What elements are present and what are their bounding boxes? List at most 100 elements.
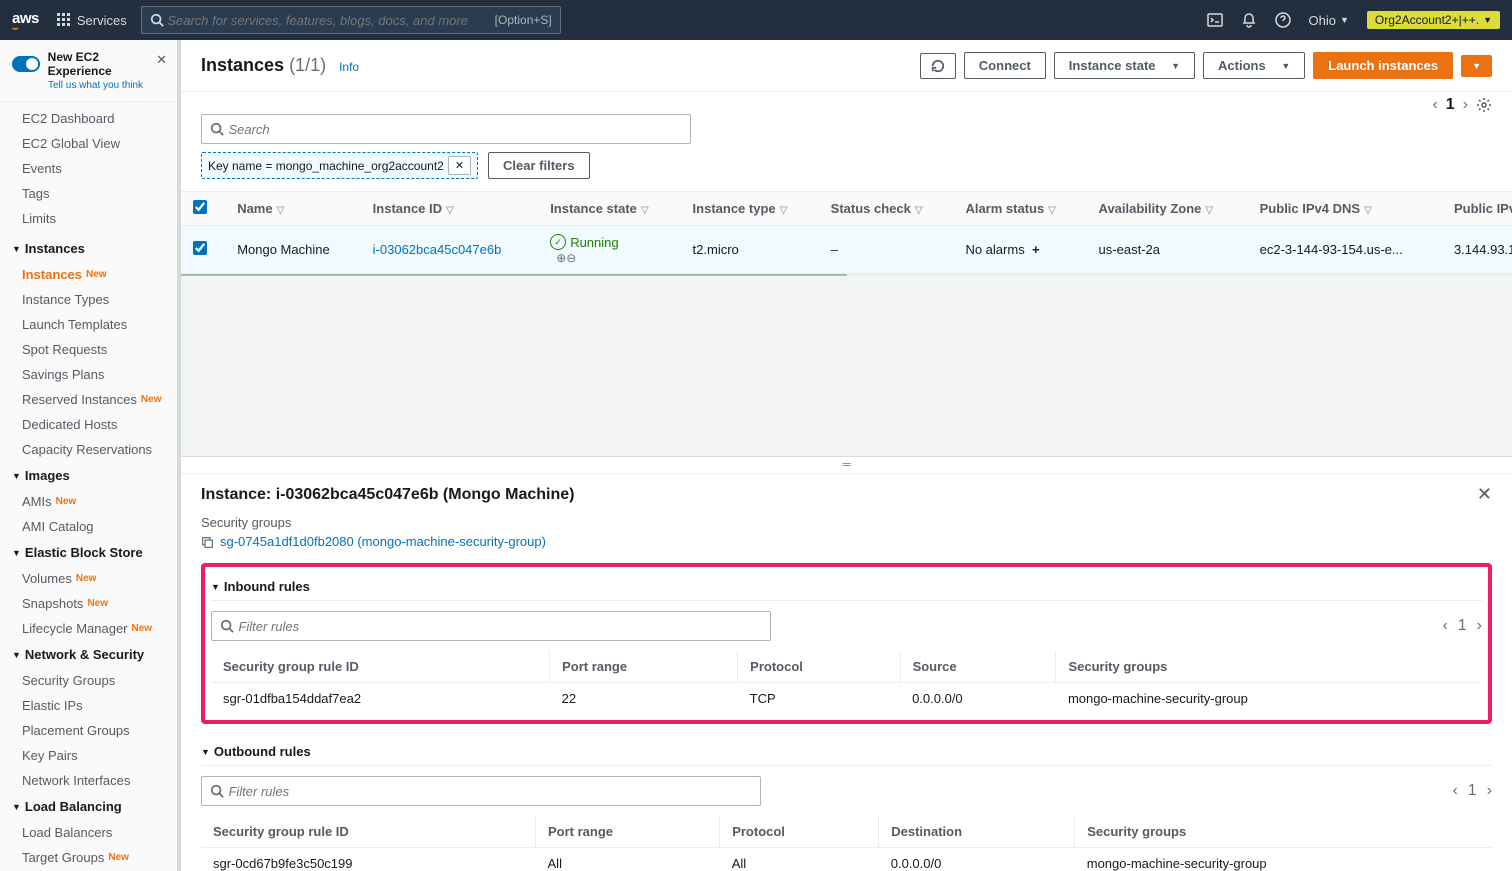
global-search-input[interactable] — [167, 13, 494, 28]
select-all-checkbox[interactable] — [193, 200, 207, 214]
sidebar-item[interactable]: Instances New — [0, 262, 177, 287]
inbound-rules-section: ▼Inbound rules ‹ 1 › Security — [201, 563, 1492, 724]
sidebar-item[interactable]: AMIs New — [0, 489, 177, 514]
cloudshell-icon[interactable] — [1207, 12, 1223, 29]
sidebar-item[interactable]: AMI Catalog — [0, 514, 177, 539]
sidebar-item[interactable]: Savings Plans — [0, 362, 177, 387]
instance-id-link[interactable]: i-03062bca45c047e6b — [373, 242, 502, 257]
gear-icon[interactable] — [1476, 96, 1492, 114]
column-header[interactable]: Public IPv4 ...▽ — [1442, 192, 1512, 226]
experience-toggle[interactable] — [12, 56, 40, 72]
sidebar-item[interactable]: Network Interfaces — [0, 768, 177, 793]
sidebar-item[interactable]: Placement Groups — [0, 718, 177, 743]
column-header[interactable]: Availability Zone▽ — [1087, 192, 1248, 226]
column-header[interactable]: Security group rule ID — [211, 651, 550, 683]
instance-search[interactable] — [201, 114, 691, 144]
filter-chip: Key name = mongo_machine_org2account2 ✕ — [201, 152, 478, 179]
column-header[interactable]: Destination — [879, 816, 1075, 848]
sidebar-item[interactable]: Snapshots New — [0, 591, 177, 616]
outbound-filter[interactable] — [201, 776, 761, 806]
sidebar-heading[interactable]: ▼Images — [0, 462, 177, 489]
sidebar-item[interactable]: Reserved Instances New — [0, 387, 177, 412]
sidebar-item[interactable]: Key Pairs — [0, 743, 177, 768]
sidebar-heading[interactable]: ▼Instances — [0, 235, 177, 262]
column-header[interactable]: Port range — [536, 816, 720, 848]
account-selector[interactable]: Org2Account2+|++.▼ — [1367, 11, 1500, 29]
inbound-filter-input[interactable] — [238, 619, 762, 634]
region-selector[interactable]: Ohio ▼ — [1309, 13, 1349, 28]
connect-button[interactable]: Connect — [964, 52, 1046, 79]
remove-chip-button[interactable]: ✕ — [448, 156, 471, 175]
sidebar-heading[interactable]: ▼Load Balancing — [0, 793, 177, 820]
close-icon[interactable]: ✕ — [156, 52, 167, 68]
sidebar-item[interactable]: Events — [0, 156, 177, 181]
sidebar-item[interactable]: Launch Templates — [0, 312, 177, 337]
pager-prev[interactable]: ‹ — [1442, 617, 1447, 635]
column-header[interactable]: Alarm status▽ — [953, 192, 1086, 226]
sidebar-item[interactable]: Tags — [0, 181, 177, 206]
outbound-filter-input[interactable] — [228, 784, 752, 799]
refresh-button[interactable] — [920, 53, 956, 79]
bell-icon[interactable] — [1241, 12, 1257, 29]
services-menu[interactable]: Services — [57, 13, 127, 28]
column-header[interactable]: Instance state▽ — [538, 192, 680, 226]
sidebar-item[interactable]: Instance Types — [0, 287, 177, 312]
column-header[interactable]: Instance type▽ — [681, 192, 819, 226]
column-header[interactable]: Public IPv4 DNS▽ — [1248, 192, 1442, 226]
pager-next[interactable]: › — [1487, 782, 1492, 800]
copy-icon[interactable] — [201, 534, 214, 549]
sidebar-item[interactable]: Target Groups New — [0, 845, 177, 870]
launch-instances-button[interactable]: Launch instances — [1313, 52, 1453, 79]
column-header[interactable]: Name▽ — [225, 192, 360, 226]
global-search[interactable]: [Option+S] — [141, 6, 561, 34]
actions-button[interactable]: Actions ▼ — [1203, 52, 1305, 79]
state-actions-icon[interactable]: ⊕⊖ — [556, 251, 576, 265]
pager-prev[interactable]: ‹ — [1432, 96, 1437, 114]
column-header[interactable]: Instance ID▽ — [361, 192, 539, 226]
sidebar-item[interactable]: Limits — [0, 206, 177, 231]
detail-title: Instance: i-03062bca45c047e6b (Mongo Mac… — [201, 486, 574, 504]
sidebar-item[interactable]: Security Groups — [0, 668, 177, 693]
pager-prev[interactable]: ‹ — [1452, 782, 1457, 800]
sidebar-item[interactable]: EC2 Dashboard — [0, 106, 177, 131]
column-header[interactable]: Source — [900, 651, 1056, 683]
sidebar-item[interactable]: Elastic IPs — [0, 693, 177, 718]
instance-state-button[interactable]: Instance state ▼ — [1054, 52, 1195, 79]
page-title: Instances (1/1) Info — [201, 55, 359, 76]
column-header[interactable]: Port range — [550, 651, 738, 683]
column-header[interactable]: Protocol — [738, 651, 900, 683]
clear-filters-button[interactable]: Clear filters — [488, 152, 590, 179]
pager-next[interactable]: › — [1477, 617, 1482, 635]
inbound-rules-heading[interactable]: ▼Inbound rules — [211, 573, 1482, 601]
sidebar-item[interactable]: EC2 Global View — [0, 131, 177, 156]
info-link[interactable]: Info — [339, 60, 359, 74]
panel-drag-handle[interactable]: ═ — [181, 457, 1512, 474]
instance-search-input[interactable] — [228, 122, 682, 137]
experience-feedback-link[interactable]: Tell us what you think — [48, 80, 165, 91]
sidebar-item[interactable]: Dedicated Hosts — [0, 412, 177, 437]
sidebar-item[interactable]: Volumes New — [0, 566, 177, 591]
aws-logo[interactable]: aws⌣ — [12, 10, 39, 31]
sidebar-item[interactable]: Capacity Reservations — [0, 437, 177, 462]
row-checkbox[interactable] — [193, 241, 207, 255]
table-row[interactable]: Mongo Machine i-03062bca45c047e6b Runnin… — [181, 226, 1512, 274]
search-icon — [210, 784, 224, 798]
help-icon[interactable] — [1275, 12, 1291, 29]
column-header[interactable]: Security groups — [1075, 816, 1492, 848]
inbound-filter[interactable] — [211, 611, 771, 641]
column-header[interactable]: Status check▽ — [819, 192, 954, 226]
close-panel-button[interactable]: ✕ — [1477, 484, 1492, 505]
sidebar-item[interactable]: Load Balancers — [0, 820, 177, 845]
column-header[interactable]: Security group rule ID — [201, 816, 536, 848]
sidebar-heading[interactable]: ▼Network & Security — [0, 641, 177, 668]
column-header[interactable]: Protocol — [720, 816, 879, 848]
add-alarm-icon[interactable]: + — [1028, 242, 1039, 257]
security-group-link[interactable]: sg-0745a1df1d0fb2080 (mongo-machine-secu… — [201, 534, 1492, 549]
sidebar-item[interactable]: Lifecycle Manager New — [0, 616, 177, 641]
sidebar-heading[interactable]: ▼Elastic Block Store — [0, 539, 177, 566]
sidebar-item[interactable]: Spot Requests — [0, 337, 177, 362]
launch-dropdown-button[interactable]: ▼ — [1461, 55, 1492, 77]
outbound-rules-heading[interactable]: ▼Outbound rules — [201, 738, 1492, 766]
column-header[interactable]: Security groups — [1056, 651, 1482, 683]
pager-next[interactable]: › — [1463, 96, 1468, 114]
